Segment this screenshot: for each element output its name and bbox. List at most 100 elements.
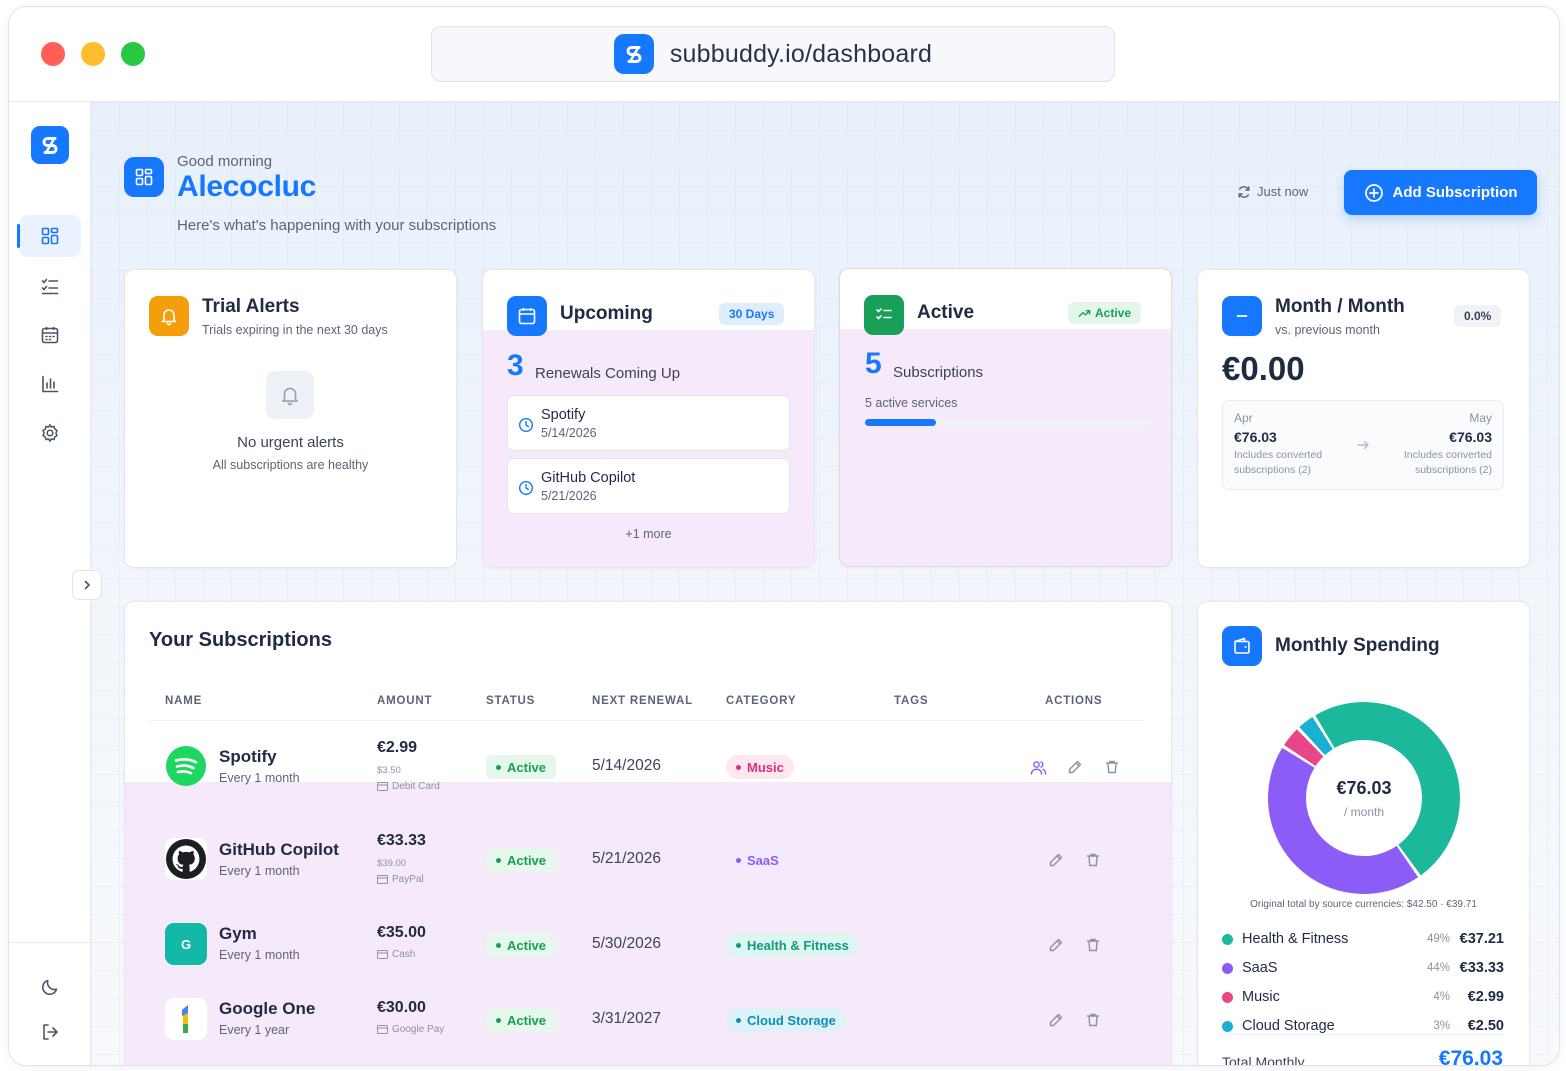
subscription-cycle: Every 1 month	[219, 948, 300, 962]
total-divider	[1222, 1034, 1504, 1035]
logout-icon	[43, 1024, 58, 1040]
subscription-payment: Google Pay	[377, 1024, 444, 1035]
legend-percent: 49%	[1426, 933, 1450, 945]
curr-month-value: €76.03	[1449, 429, 1492, 445]
donut-slice-music[interactable]	[1283, 729, 1324, 766]
legend-percent: 44%	[1426, 962, 1450, 974]
trending-up-icon	[1078, 309, 1091, 317]
upcoming-item-date: 5/21/2026	[541, 489, 597, 503]
clock-icon	[518, 480, 534, 501]
clock-icon	[518, 417, 534, 438]
month-subtitle: vs. previous month	[1275, 323, 1380, 337]
subscription-original-amount: $39.00	[377, 858, 407, 869]
browser-titlebar: subbuddy.io/dashboard	[9, 7, 1559, 102]
trash-icon[interactable]	[1084, 1011, 1102, 1029]
subscription-payment-label: Debit Card	[392, 781, 440, 792]
category-badge: Health & Fitness	[726, 933, 859, 957]
calendar-card-icon	[507, 296, 547, 336]
sidebar-item-calendar[interactable]	[19, 314, 81, 356]
legend-category: Music	[1242, 989, 1280, 1005]
dashboard-icon	[41, 227, 59, 245]
trash-icon[interactable]	[1084, 936, 1102, 954]
active-badge: Active	[1068, 302, 1142, 324]
subbuddy-logo-icon	[613, 34, 654, 74]
add-subscription-button[interactable]: Add Subscription	[1344, 170, 1537, 215]
column-header-category[interactable]: CATEGORY	[726, 695, 797, 707]
subscription-name[interactable]: Gym	[219, 924, 257, 943]
edit-icon[interactable]	[1066, 758, 1084, 776]
main-content: Good morning Alecocluc Here's what's hap…	[91, 102, 1559, 1066]
trash-icon[interactable]	[1084, 851, 1102, 869]
active-services-text: 5 active services	[865, 396, 958, 410]
active-progress-fill	[865, 419, 936, 426]
legend-value: €2.50	[1467, 1018, 1504, 1034]
subscription-amount: €33.33	[377, 832, 426, 849]
sidebar-item-dashboard[interactable]	[17, 215, 81, 257]
shared-users-icon[interactable]	[1029, 758, 1047, 776]
trash-icon[interactable]	[1103, 758, 1121, 776]
legend-category: Health & Fitness	[1242, 931, 1349, 947]
column-header-status[interactable]: STATUS	[486, 695, 536, 707]
logout-button[interactable]	[19, 1011, 81, 1053]
google-one-logo-icon	[165, 998, 207, 1040]
calendar-icon	[41, 327, 59, 344]
active-count: 5	[865, 347, 882, 380]
github-logo-icon	[165, 838, 207, 880]
app-logo-icon[interactable]	[31, 126, 69, 164]
theme-toggle-button[interactable]	[19, 966, 81, 1008]
edit-icon[interactable]	[1047, 851, 1065, 869]
sidebar-item-analytics[interactable]	[19, 363, 81, 405]
month-amount: €0.00	[1222, 350, 1305, 387]
sidebar-expand-button[interactable]	[72, 570, 102, 600]
donut-slice-cloud-storage[interactable]	[1299, 717, 1333, 756]
subscription-name[interactable]: GitHub Copilot	[219, 840, 339, 859]
column-header-next-renewal[interactable]: NEXT RENEWAL	[592, 695, 693, 707]
legend-category: Cloud Storage	[1242, 1018, 1335, 1034]
subscriptions-card: Your Subscriptions NAME AMOUNT STATUS NE…	[124, 601, 1172, 1065]
donut-slice-health-fitness[interactable]	[1315, 701, 1460, 876]
address-bar[interactable]: subbuddy.io/dashboard	[431, 26, 1115, 82]
total-monthly-label: Total Monthly	[1222, 1054, 1305, 1066]
subscription-name[interactable]: Spotify	[219, 747, 277, 766]
sidebar-item-subscriptions[interactable]	[19, 265, 81, 307]
subscription-payment-label: Cash	[392, 949, 416, 960]
subscription-name[interactable]: Google One	[219, 999, 316, 1018]
column-header-actions: ACTIONS	[1045, 695, 1103, 707]
bell-icon	[149, 296, 189, 336]
minus-icon	[1222, 296, 1262, 336]
url-text: subbuddy.io/dashboard	[669, 39, 933, 68]
sidebar-item-settings[interactable]	[19, 412, 81, 454]
spending-donut-chart	[1268, 701, 1460, 895]
gym-initial-avatar: G	[165, 923, 207, 965]
edit-icon[interactable]	[1047, 936, 1065, 954]
upcoming-item-name: Spotify	[541, 407, 586, 423]
dashboard-header-icon	[124, 157, 164, 197]
trial-alerts-card: Trial Alerts Trials expiring in the next…	[124, 269, 457, 568]
prev-month-value: €76.03	[1234, 429, 1277, 445]
legend-color-dot	[1222, 991, 1233, 1003]
month-compare-box: Apr €76.03 Includes converted subscripti…	[1222, 400, 1504, 490]
upcoming-item[interactable]: GitHub Copilot 5/21/2026	[507, 458, 790, 514]
curr-month-label: May	[1469, 411, 1492, 425]
upcoming-item[interactable]: Spotify 5/14/2026	[507, 395, 790, 451]
upcoming-more-link[interactable]: +1 more	[625, 527, 672, 541]
refresh-button[interactable]: Just now	[1237, 184, 1308, 199]
column-header-name[interactable]: NAME	[165, 695, 203, 707]
subscription-amount: €30.00	[377, 999, 426, 1016]
empty-alerts-subtitle: All subscriptions are healthy	[212, 458, 369, 472]
active-card-highlight	[840, 329, 1171, 566]
edit-icon[interactable]	[1047, 1011, 1065, 1029]
subscription-cycle: Every 1 month	[219, 771, 300, 785]
subscription-payment-label: PayPal	[392, 874, 424, 885]
donut-slice-saas[interactable]	[1268, 747, 1419, 895]
close-window-button[interactable]	[41, 42, 65, 66]
upcoming-title: Upcoming	[560, 303, 653, 324]
active-card: Active Active 5 Subscriptions 5 active s…	[839, 268, 1172, 567]
chevron-right-icon	[84, 580, 91, 590]
active-list-icon	[864, 295, 904, 335]
maximize-window-button[interactable]	[121, 42, 145, 66]
upcoming-count: 3	[507, 349, 524, 382]
column-header-tags: TAGS	[894, 695, 929, 707]
column-header-amount[interactable]: AMOUNT	[377, 695, 433, 707]
minimize-window-button[interactable]	[81, 42, 105, 66]
